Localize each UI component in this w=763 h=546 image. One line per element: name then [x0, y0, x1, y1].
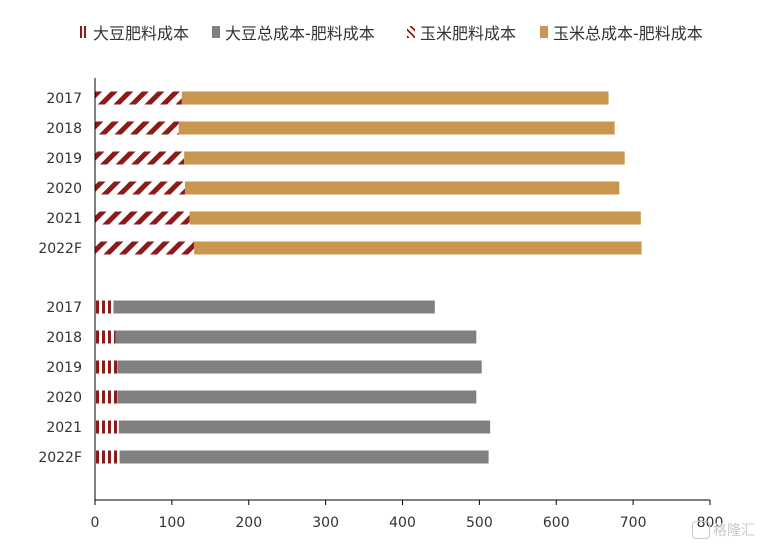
chart-legend: 大豆肥料成本 大豆总成本-肥料成本 玉米肥料成本 玉米总成本-肥料成本 [0, 20, 763, 44]
x-tick-label: 700 [620, 515, 647, 531]
legend-swatch-diagonal-stripes [407, 26, 415, 38]
legend-item-soy-other: 大豆总成本-肥料成本 [212, 20, 375, 44]
bar-segment-soy-other [115, 330, 477, 344]
category-label: 2020 [46, 390, 82, 406]
legend-item-corn-fertilizer: 玉米肥料成本 [407, 20, 516, 44]
category-label: 2018 [46, 330, 82, 346]
x-tick-label: 500 [466, 515, 493, 531]
bar-segment-corn-fertilizer [95, 181, 185, 195]
bar-segment-corn-fertilizer [95, 211, 190, 225]
x-tick-label: 600 [543, 515, 570, 531]
bar-segment-corn-other [189, 211, 641, 225]
category-label: 2019 [46, 151, 82, 167]
category-label: 2021 [46, 211, 82, 227]
bar-segment-corn-fertilizer [95, 241, 195, 255]
x-tick-label: 200 [235, 515, 262, 531]
bar-segment-soy-fertilizer [95, 390, 118, 404]
bar-segment-soy-other [117, 390, 477, 404]
category-label: 2021 [46, 420, 82, 436]
axes-layer: 2017 2018 2019 2020 2021 2022F 2017 2018 2019 202… [38, 78, 723, 531]
x-tick-label: 100 [159, 515, 186, 531]
bar-segment-soy-other [117, 360, 482, 374]
category-label: 2020 [46, 181, 82, 197]
legend-swatch-gray [212, 26, 220, 38]
bar-segment-corn-other [184, 151, 625, 165]
x-tick-label: 800 [697, 515, 724, 531]
bar-segment-soy-fertilizer [95, 300, 114, 314]
bar-segment-corn-other [181, 91, 609, 105]
bar-segment-corn-other [194, 241, 642, 255]
bar-segment-corn-other [178, 121, 615, 135]
x-tick-label: 300 [312, 515, 339, 531]
x-tick-label: 0 [91, 515, 100, 531]
category-label: 2018 [46, 121, 82, 137]
gelonghui-logo-icon [692, 521, 710, 539]
bar-segment-soy-other [118, 420, 491, 434]
bar-segment-soy-fertilizer [95, 420, 119, 434]
category-label: 2022F [38, 450, 82, 466]
legend-label: 大豆肥料成本 [93, 24, 190, 43]
category-label: 2017 [46, 91, 82, 107]
watermark: 格隆汇 [692, 520, 755, 540]
bar-segment-corn-fertilizer [95, 151, 185, 165]
category-label: 2017 [46, 300, 82, 316]
category-label: 2022F [38, 241, 82, 257]
bar-segment-soy-fertilizer [95, 360, 118, 374]
legend-label: 玉米肥料成本 [420, 24, 517, 43]
legend-label: 玉米总成本-肥料成本 [553, 24, 703, 43]
legend-swatch-tan [540, 26, 548, 38]
bar-segment-corn-fertilizer [95, 91, 182, 105]
category-label: 2019 [46, 360, 82, 376]
legend-item-soy-fertilizer: 大豆肥料成本 [80, 20, 189, 44]
bar-segment-corn-fertilizer [95, 121, 179, 135]
bar-segment-soy-fertilizer [95, 330, 116, 344]
legend-swatch-vertical-stripes [80, 26, 88, 38]
x-tick-label: 400 [389, 515, 416, 531]
watermark-text: 格隆汇 [713, 523, 755, 539]
bar-segment-corn-other [184, 181, 620, 195]
legend-label: 大豆总成本-肥料成本 [225, 24, 375, 43]
bar-segment-soy-fertilizer [95, 450, 120, 464]
bars-layer [95, 91, 642, 464]
bar-segment-soy-other [119, 450, 489, 464]
legend-item-corn-other: 玉米总成本-肥料成本 [540, 20, 703, 44]
bar-segment-soy-other [113, 300, 435, 314]
